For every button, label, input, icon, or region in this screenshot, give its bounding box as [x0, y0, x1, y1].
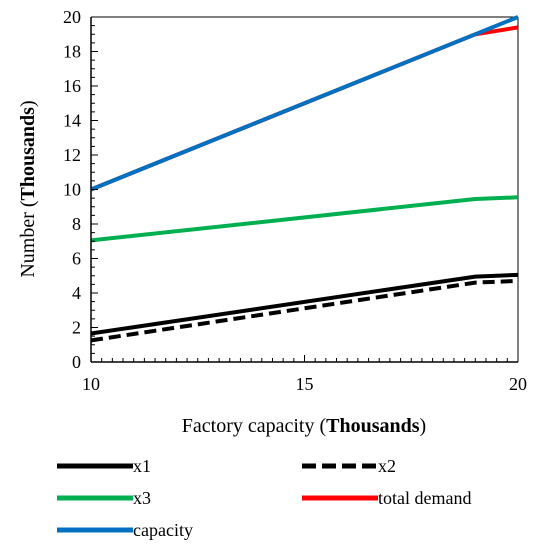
legend: x1 x2 x3 total demand capacity: [57, 456, 471, 540]
y-tick-label: 8: [72, 214, 81, 234]
x-tick-label: 10: [82, 374, 100, 394]
legend-label-total-demand: total demand: [378, 488, 471, 508]
y-axis-label: Number (Thousands): [17, 100, 39, 277]
y-tick-label: 4: [72, 283, 81, 303]
y-tick-label: 20: [63, 7, 81, 27]
axes: 0 2 4 6 8 10 12 14 16 18 20 10 15 20: [63, 7, 527, 394]
y-tick-label: 14: [63, 111, 81, 131]
y-tick-label: 0: [72, 352, 81, 372]
x-axis-label-suffix: ): [420, 415, 427, 437]
y-axis-label-prefix: Number (: [17, 200, 39, 278]
y-tick-label: 12: [63, 145, 81, 165]
series-layer: [90, 15, 519, 343]
x-axis-label-bold: Thousands: [326, 415, 420, 437]
y-tick-label: 16: [63, 76, 81, 96]
y-tick-label: 2: [72, 318, 81, 338]
series-line-x1: [90, 272, 519, 336]
legend-label-x3: x3: [133, 488, 151, 508]
x-tick-label: 20: [509, 374, 527, 394]
legend-label-capacity: capacity: [133, 520, 193, 540]
y-tick-label: 18: [63, 42, 81, 62]
legend-label-x2: x2: [378, 456, 396, 476]
y-tick-label: 10: [63, 180, 81, 200]
y-axis-label-suffix: ): [17, 100, 39, 107]
x-axis-label: Factory capacity (Thousands): [182, 415, 426, 437]
series-line-x3: [90, 195, 519, 243]
x-tick-label: 15: [296, 374, 314, 394]
series-line-x2: [90, 278, 519, 343]
series-line-capacity: [90, 15, 519, 192]
y-axis-label-bold: Thousands: [17, 107, 39, 201]
x-axis-label-prefix: Factory capacity (: [182, 415, 327, 437]
plot-area: [91, 16, 519, 362]
y-tick-label: 6: [72, 249, 81, 269]
legend-label-x1: x1: [133, 456, 151, 476]
